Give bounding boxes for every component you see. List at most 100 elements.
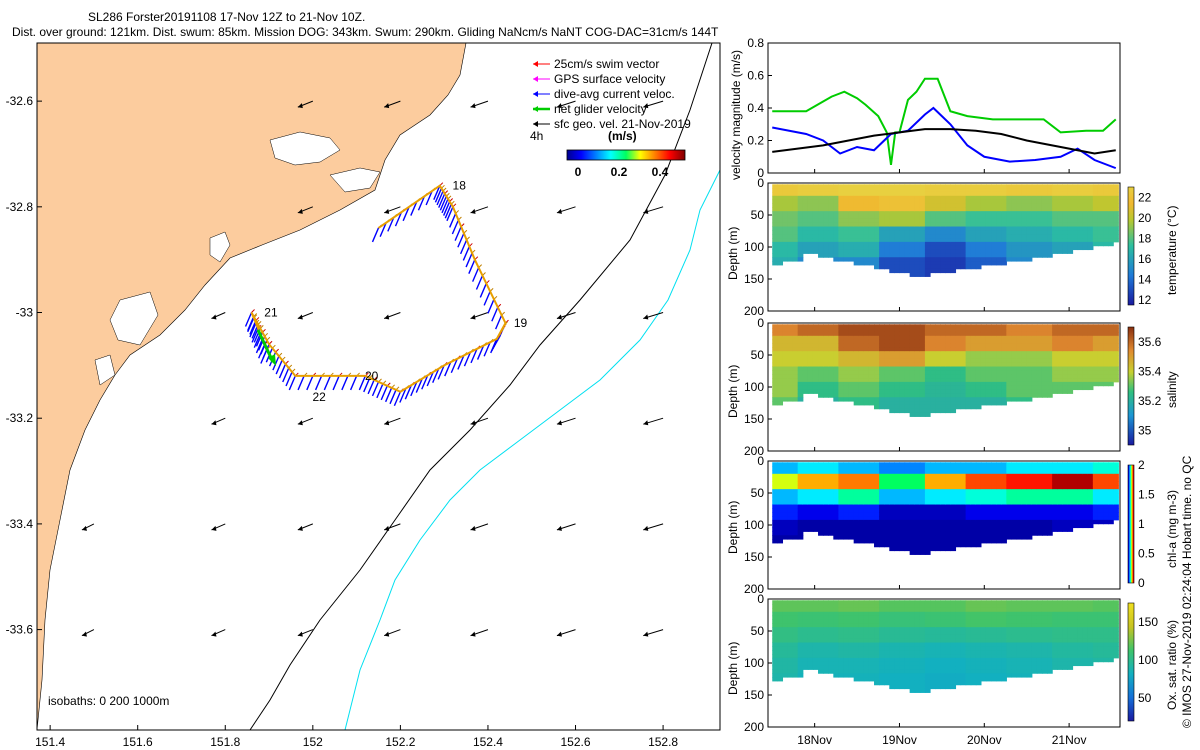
chla-cell	[802, 496, 809, 502]
chla-cell	[1031, 489, 1038, 494]
chla-cell	[1026, 462, 1033, 467]
chla-cell	[812, 512, 819, 517]
chla-cell	[970, 523, 977, 529]
chla-cell	[1052, 473, 1058, 479]
salinity-cell	[787, 393, 794, 398]
salinity-cell	[889, 362, 895, 368]
oxygen-cell	[807, 646, 814, 651]
temperature-cell	[940, 211, 946, 216]
salinity-cell	[1026, 324, 1033, 329]
temperature-cell	[970, 253, 977, 258]
temperature-cell	[807, 184, 814, 189]
temperature-cell	[1077, 199, 1084, 204]
chla-cell	[940, 527, 946, 532]
oxygen-cell	[818, 638, 824, 644]
temperature-cell	[899, 211, 906, 216]
chla-cell	[1041, 500, 1048, 506]
salinity-cell	[843, 381, 850, 387]
chla-cell	[996, 496, 1002, 502]
salinity-cell	[960, 381, 967, 387]
chla-cell	[787, 535, 794, 540]
oxygen-cell	[858, 665, 865, 670]
chla-cell	[1067, 462, 1074, 467]
temperature-cell	[945, 268, 951, 274]
chla-cell	[950, 481, 957, 486]
chla-cell	[996, 523, 1002, 529]
temperature-cell	[930, 268, 936, 274]
salinity-cbar-tick-label: 35.6	[1138, 335, 1162, 349]
oxygen-cell	[818, 631, 824, 636]
oxygen-cell	[782, 631, 789, 636]
temperature-cell	[1011, 207, 1018, 212]
chla-cell	[1036, 462, 1043, 467]
temperature-cell	[1016, 241, 1023, 247]
temperature-cell	[1092, 188, 1099, 193]
salinity-cell	[935, 339, 941, 344]
temperature-cell	[787, 238, 794, 243]
temperature-cell	[980, 188, 987, 193]
chla-cell	[853, 493, 860, 498]
temperature-cell	[1006, 241, 1013, 247]
salinity-cell	[853, 389, 860, 394]
chla-cell	[960, 462, 967, 467]
sfc-geo-arrowhead	[470, 631, 476, 637]
oxygen-cell	[823, 611, 829, 617]
chla-cell	[935, 516, 941, 521]
salinity-cell	[828, 362, 834, 368]
salinity-cell	[1031, 366, 1038, 371]
salinity-cell	[828, 381, 834, 387]
temperature-cell	[1006, 207, 1013, 212]
oxygen-cell	[772, 650, 778, 655]
temperature-cell	[1006, 215, 1013, 220]
chla-cell	[919, 500, 926, 506]
temperature-cell	[935, 184, 941, 189]
chla-cbar-tick-label: 2	[1138, 458, 1145, 472]
chla-cell	[863, 539, 870, 544]
oxygen-cell	[797, 661, 804, 667]
salinity-cell	[858, 374, 865, 379]
temperature-cell	[1103, 191, 1109, 197]
salinity-cell	[965, 358, 972, 364]
salinity-cell	[935, 401, 941, 406]
salinity-cell	[843, 374, 850, 379]
oxygen-cell	[828, 619, 834, 624]
oxygen-cell	[853, 623, 860, 628]
temperature-cell	[1067, 207, 1074, 212]
chla-cell	[935, 489, 941, 494]
chla-cell	[935, 512, 941, 517]
chla-cell	[945, 473, 951, 479]
chla-cell	[975, 531, 982, 536]
chla-cell	[1016, 493, 1023, 498]
temperature-cell	[843, 249, 850, 254]
temperature-cell	[868, 234, 875, 239]
temperature-cell	[950, 203, 957, 208]
temperature-cell	[879, 215, 885, 220]
salinity-cell	[838, 335, 845, 341]
temperature-cell	[930, 226, 936, 231]
oxygen-cell	[797, 634, 804, 640]
oxygen-cell	[792, 627, 799, 632]
chla-cell	[914, 542, 921, 548]
salinity-cell	[930, 370, 936, 375]
temperature-cell	[930, 203, 936, 208]
salinity-cell	[828, 385, 834, 391]
temperature-cell	[889, 218, 895, 224]
chla-cell	[828, 516, 834, 521]
dac-arrow	[404, 384, 412, 400]
chla-cell	[879, 481, 885, 486]
salinity-cell	[863, 362, 870, 368]
chla-cell	[1052, 477, 1058, 482]
oxygen-cell	[863, 657, 870, 663]
temperature-cell	[874, 245, 880, 251]
chla-cell	[807, 493, 814, 498]
chla-cell	[930, 519, 936, 525]
temperature-cell	[792, 257, 799, 262]
temperature-cell	[1047, 226, 1053, 231]
salinity-cell	[848, 366, 855, 371]
salinity-cell	[1072, 378, 1079, 383]
chla-cell	[1097, 512, 1104, 517]
chla-cell	[1006, 493, 1013, 498]
salinity-cell	[1047, 374, 1053, 379]
salinity-cell	[1092, 358, 1099, 364]
oxygen-cell	[868, 669, 875, 674]
